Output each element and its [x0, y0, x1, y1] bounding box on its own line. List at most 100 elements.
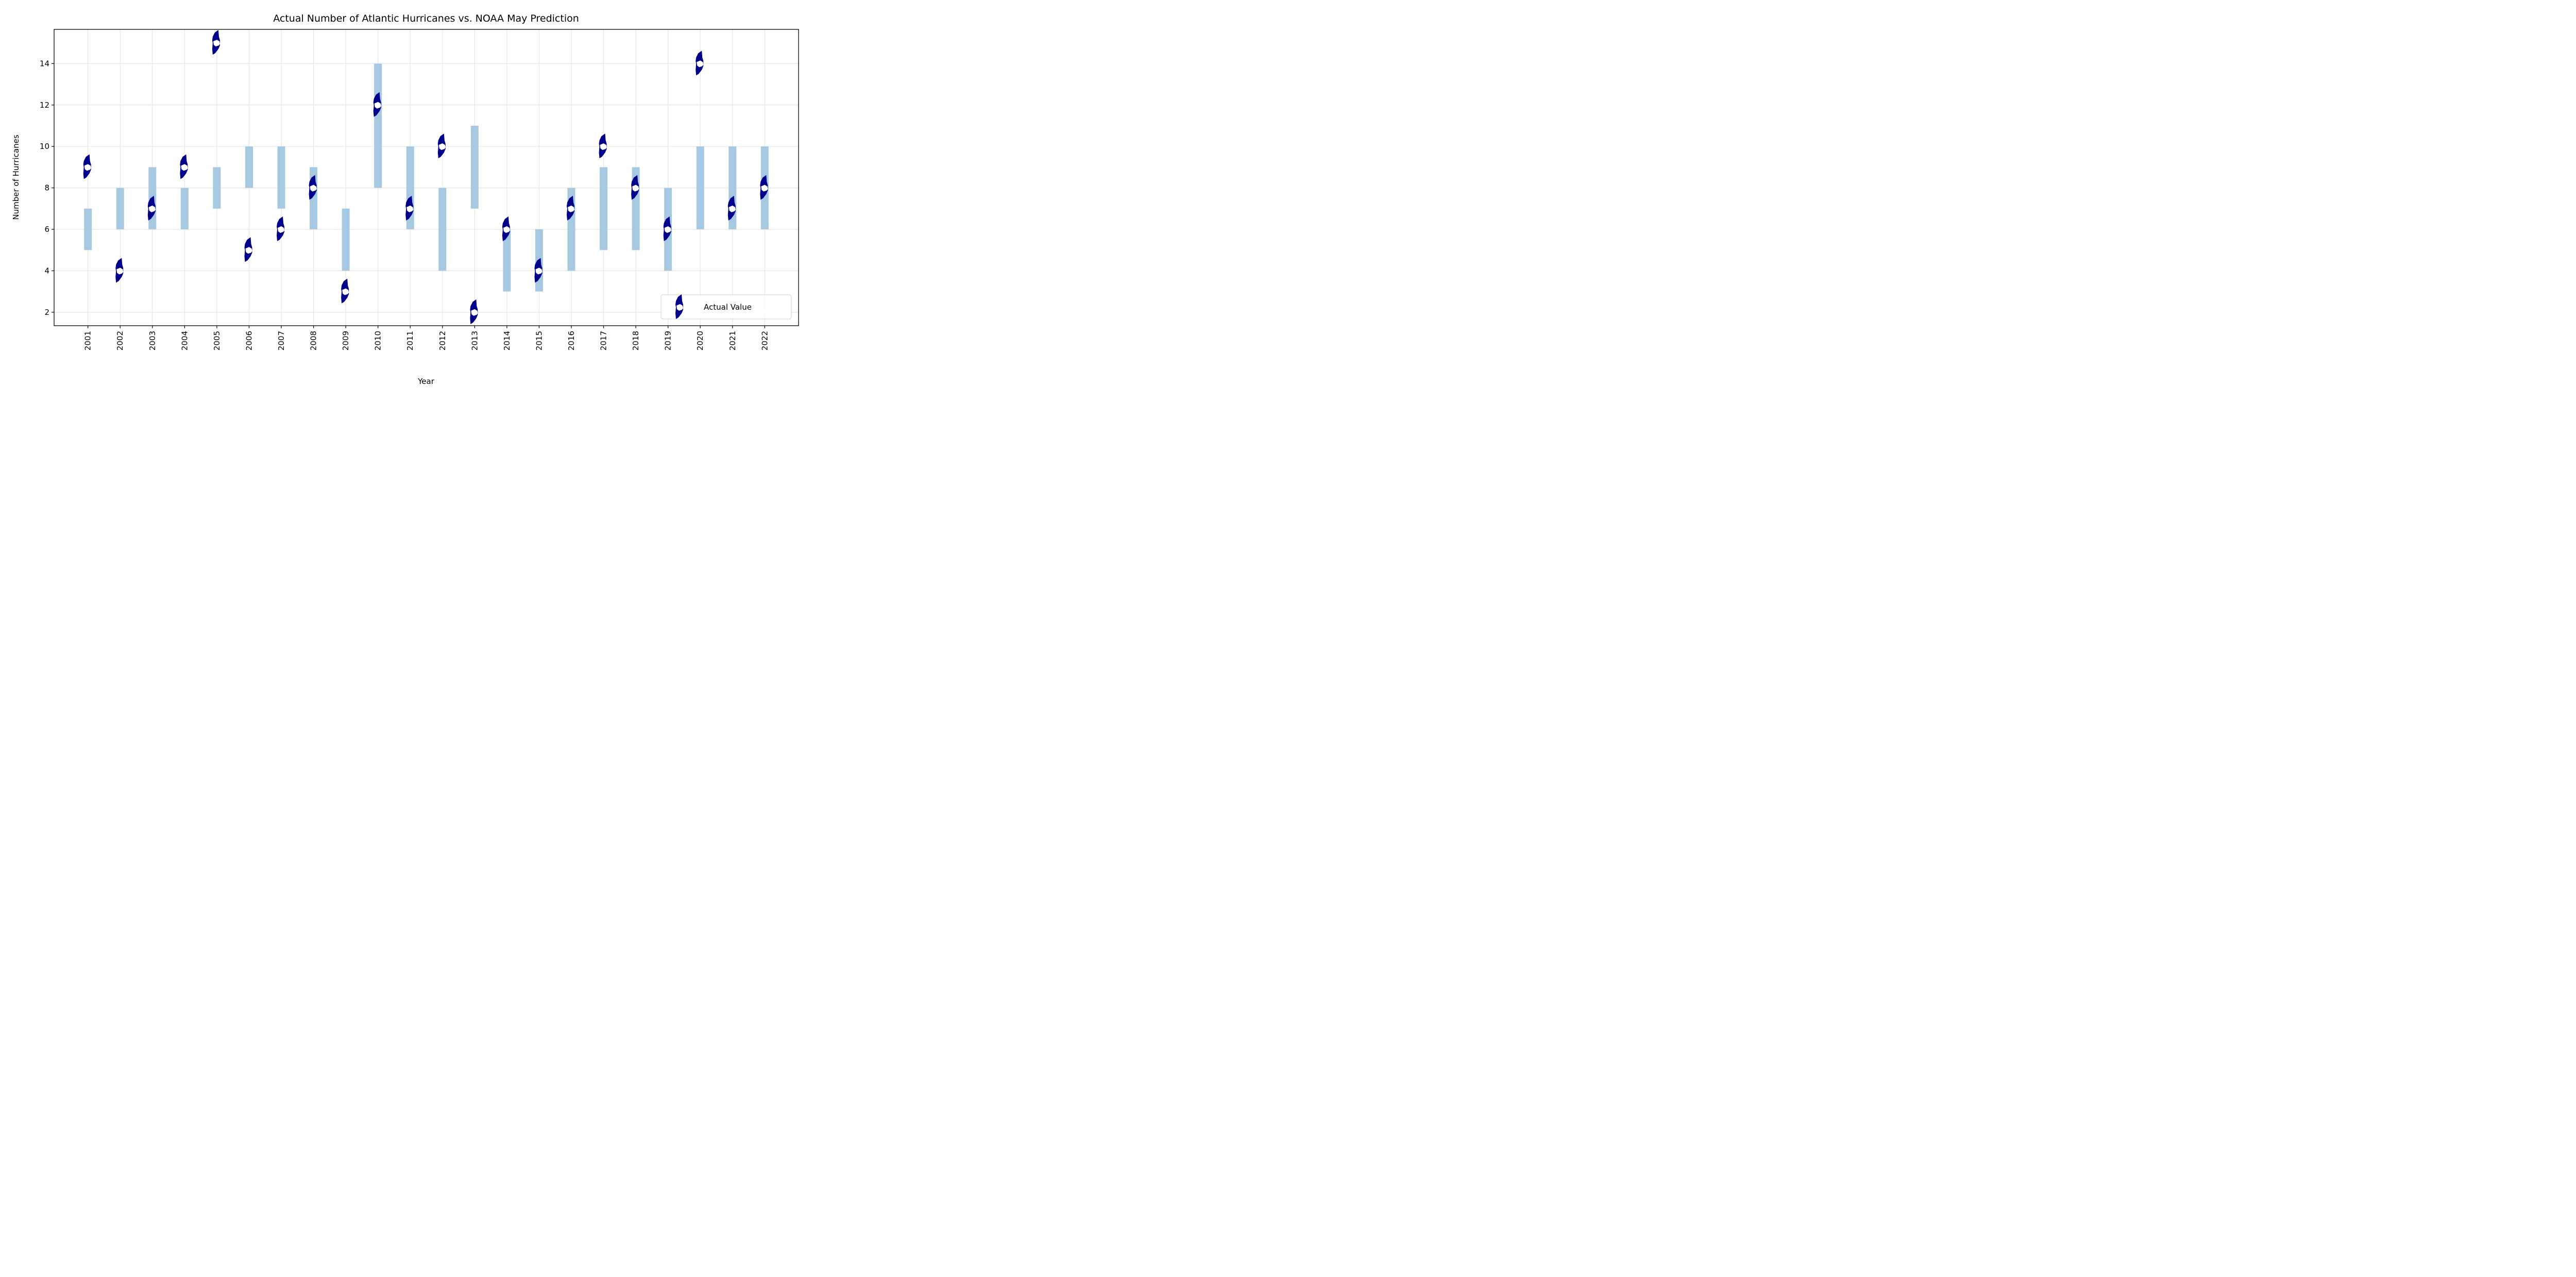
actual-value-marker [309, 175, 317, 200]
actual-value-marker [373, 92, 381, 117]
x-tick-label: 2001 [83, 331, 93, 350]
y-tick-label: 12 [40, 100, 49, 110]
marker-center [503, 226, 510, 233]
marker-center [471, 309, 478, 316]
marker-center [676, 304, 683, 311]
actual-value-marker [180, 154, 188, 179]
prediction-range-bar [342, 208, 350, 271]
x-tick-label: 2016 [567, 331, 576, 350]
marker-center [84, 164, 91, 171]
x-tick-label: 2004 [180, 331, 189, 350]
actual-value-marker [437, 133, 446, 159]
prediction-range-bar [438, 188, 447, 271]
x-tick-label: 2005 [212, 331, 222, 350]
prediction-range-bar [277, 146, 285, 209]
marker-center [438, 143, 446, 150]
x-tick-label: 2006 [244, 331, 253, 350]
legend-marker-shape [675, 294, 683, 319]
actual-markers [83, 30, 768, 324]
x-tick-label: 2017 [599, 331, 608, 350]
x-tick-label: 2015 [534, 331, 544, 350]
x-tick-label: 2013 [470, 331, 479, 350]
x-tick-label: 2021 [728, 331, 737, 350]
actual-value-marker [83, 154, 91, 179]
x-tick-label: 2019 [664, 331, 673, 350]
marker-center [600, 143, 607, 150]
prediction-range-bar [470, 125, 479, 209]
marker-center [632, 184, 639, 192]
actual-value-marker [760, 175, 768, 200]
x-tick-label: 2018 [631, 331, 640, 350]
x-tick-label: 2014 [502, 331, 512, 350]
y-tick-label: 10 [40, 142, 49, 151]
prediction-range-bar [245, 146, 253, 188]
y-tick-label: 8 [44, 183, 49, 193]
marker-center [278, 226, 285, 233]
actual-value-marker [502, 216, 510, 242]
prediction-range-bar [600, 167, 608, 250]
marker-center [213, 40, 220, 47]
marker-center [310, 184, 317, 192]
y-tick-label: 2 [44, 308, 49, 317]
actual-value-marker [663, 216, 671, 242]
prediction-range-bar [213, 167, 221, 209]
actual-value-marker [696, 51, 704, 76]
chart-title: Actual Number of Atlantic Hurricanes vs.… [273, 13, 579, 24]
x-axis-ticks: 2001 2002 2003 2004 2005 2006 2007 2008 2009 2010… [83, 326, 769, 350]
x-tick-label: 2020 [696, 331, 705, 350]
marker-center [245, 247, 252, 254]
x-axis-label: Year [417, 377, 435, 386]
marker-center [148, 205, 156, 212]
actual-value-marker [212, 30, 220, 55]
chart-background [0, 0, 808, 397]
chart: Actual Number of Atlantic Hurricanes vs.… [0, 0, 808, 397]
actual-value-marker [534, 258, 543, 283]
x-tick-label: 2022 [760, 331, 769, 350]
prediction-range-bar [180, 188, 189, 230]
x-tick-label: 2011 [405, 331, 415, 350]
prediction-range-bar [84, 208, 92, 250]
legend: Actual Value [660, 294, 792, 320]
legend-label: Actual Value [704, 303, 752, 312]
actual-value-marker [631, 175, 639, 200]
actual-value-marker [566, 195, 574, 221]
marker-center [728, 205, 736, 212]
actual-value-marker [277, 216, 285, 242]
legend-box [660, 294, 792, 320]
x-tick-label: 2003 [148, 331, 157, 350]
marker-center [181, 164, 188, 171]
marker-center [761, 184, 768, 192]
prediction-range-bar [374, 63, 382, 188]
x-tick-label: 2002 [115, 331, 125, 350]
actual-value-marker [341, 278, 349, 304]
actual-value-marker [244, 237, 252, 262]
marker-center [342, 288, 349, 295]
actual-value-marker [727, 195, 736, 221]
x-tick-label: 2012 [438, 331, 447, 350]
y-tick-label: 4 [44, 266, 49, 275]
x-tick-label: 2010 [374, 331, 383, 350]
marker-center [567, 205, 574, 212]
y-tick-label: 6 [44, 225, 49, 234]
x-tick-label: 2009 [341, 331, 350, 350]
prediction-range-bar [503, 229, 511, 292]
actual-value-marker [147, 195, 156, 221]
marker-center [535, 267, 543, 275]
actual-value-marker [599, 133, 607, 159]
marker-center [374, 102, 381, 109]
actual-value-marker [405, 195, 414, 221]
actual-value-marker [470, 299, 478, 324]
legend-marker-icon [675, 294, 683, 319]
prediction-range-bar [116, 188, 124, 230]
marker-center [664, 226, 671, 233]
prediction-range-bar [696, 146, 704, 230]
x-tick-label: 2008 [309, 331, 318, 350]
plot-frame [54, 29, 799, 326]
y-axis-label: Number of Hurricanes [11, 135, 21, 220]
x-tick-label: 2007 [277, 331, 286, 350]
marker-center [116, 267, 124, 275]
y-axis-ticks: 2 4 6 8 10 12 14 [40, 59, 54, 317]
marker-center [406, 205, 414, 212]
marker-center [697, 60, 704, 68]
actual-value-marker [115, 258, 124, 283]
